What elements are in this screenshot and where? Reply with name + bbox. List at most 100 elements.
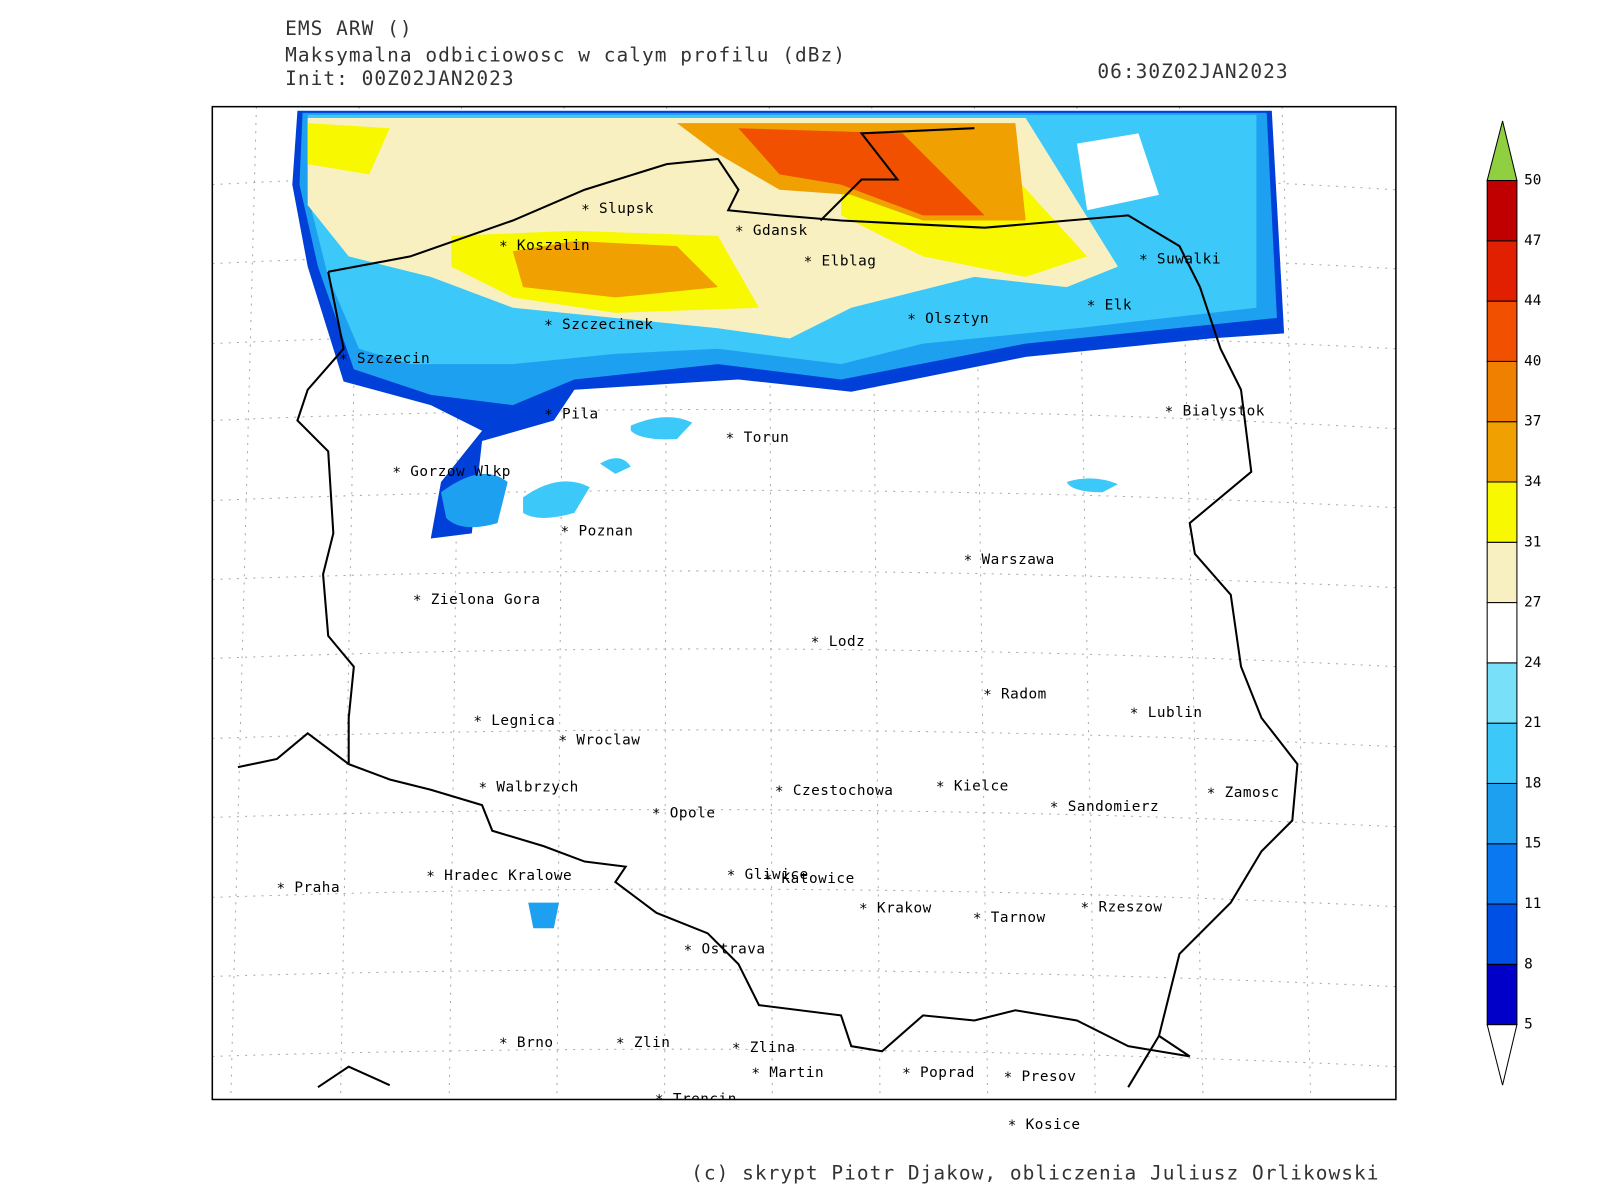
city-label: Praha [294,880,340,896]
city-star: * [1087,299,1096,315]
colorbar-bin [1486,722,1518,784]
city-star: * [1050,800,1059,816]
reflectivity [292,110,1285,929]
city-label: Kosice [1026,1117,1081,1133]
city-star: * [1081,901,1090,917]
city-label: Trencin [673,1091,737,1107]
city-label: Zlin [634,1035,671,1051]
colorbar-label: 15 [1524,836,1541,852]
colorbar-label: 50 [1524,173,1541,189]
city-label: Brno [517,1035,554,1051]
city-label: Ostrava [702,942,766,958]
colorbar-bin [1486,903,1518,965]
city-label: Czestochowa [793,783,894,799]
city-star: * [804,255,813,271]
colorbar-label: 5 [1524,1017,1533,1033]
city-label: Elk [1105,298,1132,314]
city-label: Martin [769,1065,824,1081]
colorbar-bin [1486,843,1518,905]
city-label: Tarnow [991,910,1046,926]
credit: (c) skrypt Piotr Djakow, obliczenia Juli… [691,1161,1379,1184]
city-star: * [902,1066,911,1082]
city-label: Elblag [822,254,877,270]
city-star: * [561,524,570,540]
city-star: * [655,1093,664,1109]
colorbar: 5 8 11 15 18 21 24 27 31 34 37 40 44 47 50 [1486,120,1541,1086]
city-star: * [1165,404,1174,420]
colorbar-label: 27 [1524,595,1541,611]
city-star: * [276,881,285,897]
city-label: Olsztyn [925,311,989,327]
model-title: EMS ARW () [285,17,412,40]
map: * Slupsk * Koszalin * Gdansk * Elblag * Suwalki * E… [211,105,1397,1109]
city-star: * [907,312,916,328]
city-label: Torun [744,430,790,446]
city-label: Gorzow Wlkp [410,464,511,480]
city-star: * [499,1036,508,1052]
city-star: * [392,465,401,481]
city-label: Wroclaw [576,733,640,749]
colorbar-bin [1486,481,1518,543]
city-label: Katowice [782,871,855,887]
city-label: Radom [1001,686,1047,702]
city-star: * [1139,253,1148,269]
init-time: Init: 00Z02JAN2023 [285,67,514,90]
city-star: * [973,911,982,927]
city-label: Lublin [1148,705,1203,721]
city-star: * [581,202,590,218]
city-star: * [732,1041,741,1057]
city-label: Szczecinek [562,317,654,333]
field-title: Maksymalna odbiciowosc w calym profilu (… [285,44,846,67]
colorbar-label: 8 [1524,956,1533,972]
colorbar-bin [1486,541,1518,604]
colorbar-label: 37 [1524,414,1541,430]
borders [237,127,1299,1089]
colorbar-label: 18 [1524,775,1541,791]
city-label: Krakow [877,901,932,917]
city-label: Hradec Kralowe [444,868,572,884]
city-star: * [558,734,567,750]
city-label: Suwalki [1157,251,1221,267]
city-label: Rzeszow [1098,900,1162,916]
city-label: Legnica [491,713,555,729]
colorbar-bin [1486,360,1518,423]
city-star: * [1207,786,1216,802]
valid-time: 06:30Z02JAN2023 [1097,60,1288,83]
city-star: * [936,780,945,796]
city-star: * [1008,1118,1017,1134]
colorbar-label: 47 [1524,233,1541,249]
colorbar-top-arrow [1486,120,1518,182]
colorbar-label: 31 [1524,534,1541,550]
city-label: Opole [670,805,716,821]
city-star: * [473,714,482,730]
city-star: * [727,868,736,884]
colorbar-bin [1486,300,1518,362]
colorbar-bin [1486,662,1518,724]
city-star: * [964,553,973,569]
city-star: * [478,781,487,797]
city-label: Gdansk [753,223,808,239]
city-star: * [983,687,992,703]
city-markers: * Slupsk * Koszalin * Gdansk * Elblag * Suwalki * E… [276,201,1280,1109]
city-label: Zlina [750,1040,796,1056]
city-label: Gliwice [745,867,809,883]
colorbar-bottom-arrow [1486,1024,1518,1086]
city-label: Poprad [920,1065,975,1081]
city-star: * [616,1036,625,1052]
colorbar-bin [1486,602,1518,664]
city-star: * [751,1066,760,1082]
map-content: * Slupsk * Koszalin * Gdansk * Elblag * Suwalki * E… [212,106,1396,1109]
city-star: * [1130,706,1139,722]
city-star: * [684,943,693,959]
city-label: Slupsk [599,201,654,217]
city-star: * [413,593,422,609]
city-label: Presov [1022,1069,1077,1085]
city-label: Poznan [578,523,633,539]
colorbar-label: 11 [1524,896,1541,912]
colorbar-label: 40 [1524,353,1541,369]
colorbar-label: 34 [1524,474,1541,490]
city-label: Zamosc [1225,785,1280,801]
city-star: * [859,902,868,918]
city-label: Szczecin [357,351,430,367]
